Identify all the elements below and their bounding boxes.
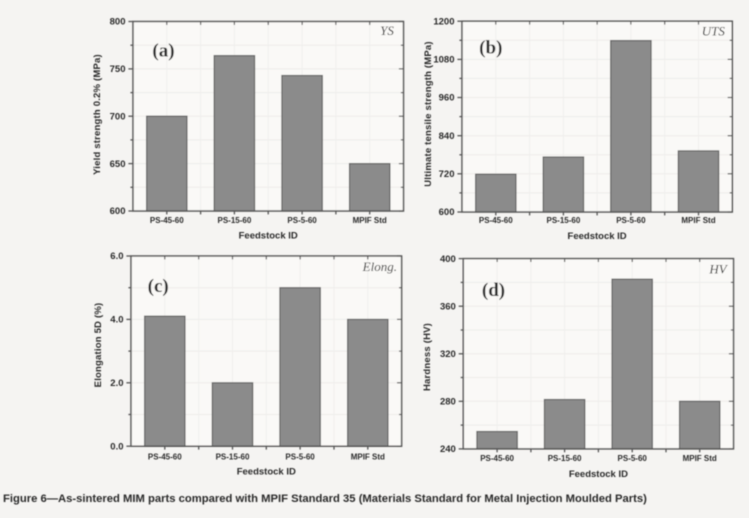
svg-text:Elong.: Elong. — [362, 259, 397, 274]
svg-text:Ultimate tensile strength (MPa: Ultimate tensile strength (MPa) — [423, 41, 434, 187]
svg-text:(b): (b) — [479, 38, 502, 59]
svg-text:240: 240 — [440, 444, 456, 455]
svg-text:Yield strength 0.2% (MPa): Yield strength 0.2% (MPa) — [92, 54, 103, 175]
svg-text:PS-15-60: PS-15-60 — [216, 452, 250, 461]
svg-text:MPIF Std: MPIF Std — [683, 454, 717, 463]
svg-text:PS-5-60: PS-5-60 — [618, 454, 648, 463]
svg-text:750: 750 — [110, 64, 126, 75]
svg-text:YS: YS — [380, 23, 394, 38]
svg-text:(d): (d) — [482, 280, 505, 301]
svg-text:(a): (a) — [152, 41, 174, 62]
svg-text:PS-45-60: PS-45-60 — [479, 216, 513, 225]
svg-text:4.0: 4.0 — [110, 315, 123, 326]
svg-text:Feedstock ID: Feedstock ID — [239, 231, 298, 242]
svg-text:280: 280 — [440, 397, 456, 408]
svg-text:Hardness (HV): Hardness (HV) — [422, 323, 433, 391]
svg-text:PS-15-60: PS-15-60 — [218, 216, 252, 225]
svg-text:Feedstock ID: Feedstock ID — [237, 467, 296, 478]
svg-text:PS-45-60: PS-45-60 — [148, 452, 182, 461]
svg-text:UTS: UTS — [702, 24, 726, 39]
svg-text:720: 720 — [439, 169, 455, 180]
svg-text:Figure 6—As-sintered MIM parts: Figure 6—As-sintered MIM parts compared … — [3, 493, 647, 505]
svg-text:MPIF Std: MPIF Std — [353, 216, 387, 225]
svg-text:Feedstock ID: Feedstock ID — [568, 231, 627, 242]
svg-text:1200: 1200 — [433, 16, 454, 27]
svg-text:840: 840 — [439, 131, 455, 142]
svg-text:960: 960 — [439, 93, 455, 104]
svg-text:PS-5-60: PS-5-60 — [287, 216, 317, 225]
svg-text:700: 700 — [110, 112, 126, 123]
svg-text:PS-45-60: PS-45-60 — [480, 454, 514, 463]
svg-text:0.0: 0.0 — [110, 441, 123, 452]
svg-text:6.0: 6.0 — [110, 251, 123, 262]
svg-text:MPIF Std: MPIF Std — [681, 216, 715, 225]
svg-text:600: 600 — [110, 206, 126, 217]
svg-text:Feedstock ID: Feedstock ID — [569, 469, 628, 480]
svg-text:PS-45-60: PS-45-60 — [150, 216, 184, 225]
svg-text:1080: 1080 — [433, 55, 454, 66]
svg-text:PS-5-60: PS-5-60 — [616, 216, 646, 225]
svg-text:800: 800 — [110, 17, 126, 28]
svg-text:(c): (c) — [148, 276, 169, 297]
svg-text:PS-15-60: PS-15-60 — [547, 216, 581, 225]
svg-text:Elongation 5D (%): Elongation 5D (%) — [93, 303, 104, 388]
svg-text:320: 320 — [440, 349, 456, 360]
svg-text:600: 600 — [439, 207, 455, 218]
svg-text:650: 650 — [110, 159, 126, 170]
svg-text:HV: HV — [708, 262, 728, 277]
svg-text:400: 400 — [440, 254, 456, 265]
svg-text:PS-5-60: PS-5-60 — [285, 452, 315, 461]
svg-text:2.0: 2.0 — [110, 378, 123, 389]
svg-text:MPIF Std: MPIF Std — [351, 452, 385, 461]
svg-text:360: 360 — [440, 301, 456, 312]
svg-text:PS-15-60: PS-15-60 — [548, 454, 582, 463]
